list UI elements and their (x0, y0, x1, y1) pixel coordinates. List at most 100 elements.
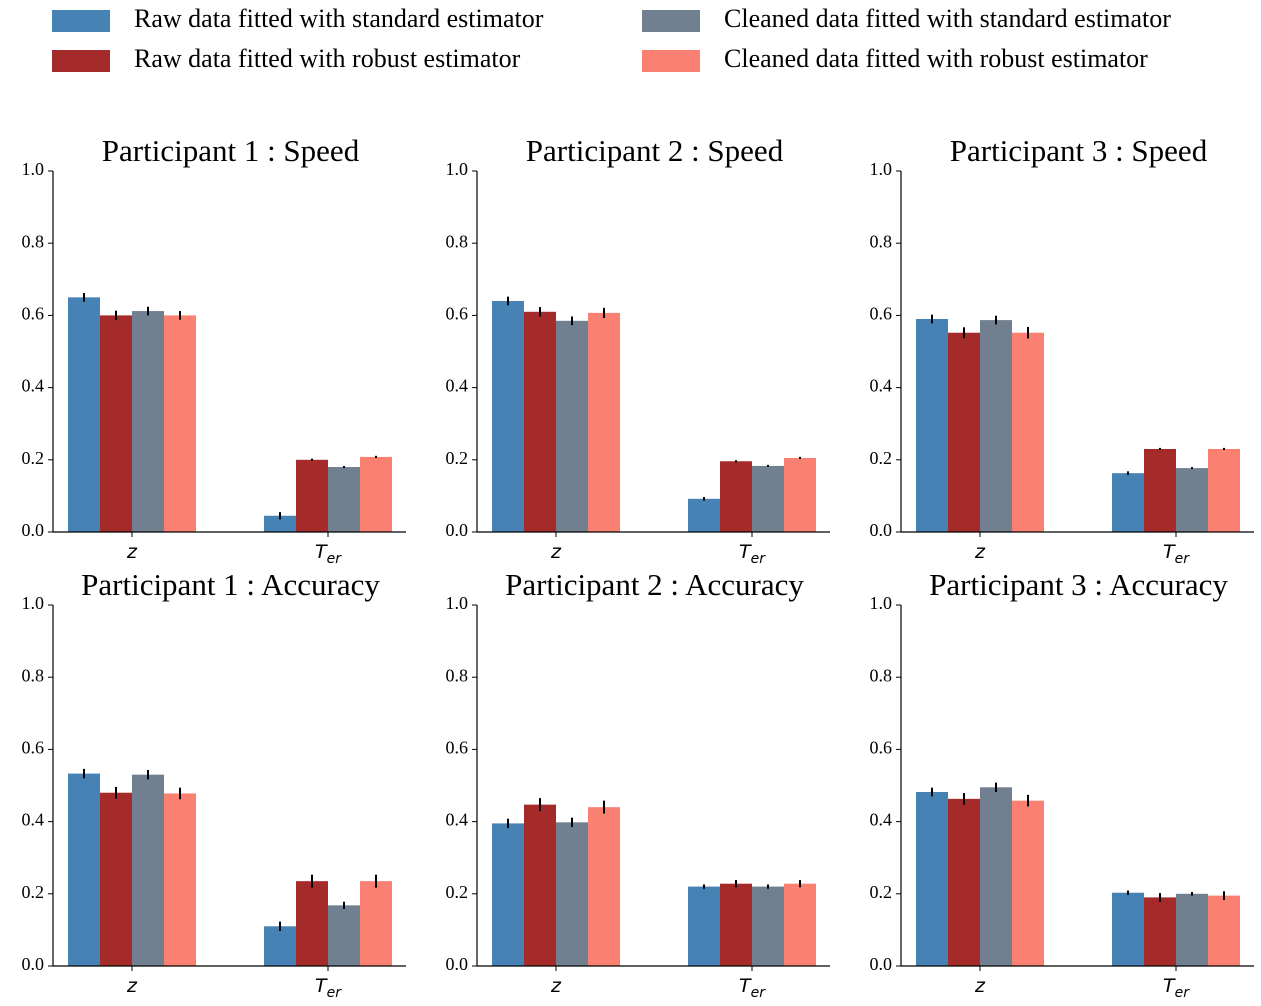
bar (556, 822, 588, 966)
bar (784, 457, 816, 532)
y-tick-label: 0.6 (870, 738, 893, 758)
chart-title: Participant 1 : Speed (102, 133, 360, 168)
bar (1112, 892, 1144, 966)
y-tick-label: 0.2 (870, 448, 893, 468)
legend-swatch (642, 10, 700, 32)
bar (132, 774, 164, 966)
x-tick-main: T (315, 975, 328, 997)
legend-label: Cleaned data fitted with robust estimato… (724, 44, 1148, 73)
x-tick-main: T (739, 975, 752, 997)
bar (588, 807, 620, 966)
y-tick-label: 0.8 (446, 665, 469, 685)
bar (1012, 800, 1044, 966)
x-tick-label: z (974, 541, 986, 563)
y-tick-label: 0.4 (22, 376, 45, 396)
bar (100, 315, 132, 532)
bar (164, 315, 196, 532)
x-tick-label: z (550, 541, 562, 563)
x-tick-sub: er (751, 551, 767, 567)
legend-swatch (52, 50, 110, 72)
y-tick-label: 1.0 (870, 593, 893, 613)
bar (1208, 895, 1240, 966)
y-tick-label: 1.0 (446, 159, 469, 179)
y-tick-label: 0.8 (22, 665, 45, 685)
y-tick-label: 0.0 (22, 954, 45, 974)
bar (916, 791, 948, 966)
y-tick-label: 0.2 (446, 882, 469, 902)
bar (492, 300, 524, 532)
bar (1144, 897, 1176, 966)
x-tick-label: z (126, 975, 138, 997)
bar (100, 792, 132, 966)
x-tick-label: Ter (1163, 975, 1190, 1001)
y-tick-label: 0.2 (22, 448, 45, 468)
legend-label: Raw data fitted with standard estimator (134, 4, 544, 33)
chart-title: Participant 2 : Speed (526, 133, 784, 168)
bar (68, 297, 100, 532)
bar (132, 311, 164, 532)
bar (1012, 332, 1044, 532)
y-tick-label: 0.8 (870, 665, 893, 685)
chart-title: Participant 3 : Speed (950, 133, 1208, 168)
bar (588, 312, 620, 532)
y-tick-label: 0.0 (870, 954, 893, 974)
y-tick-label: 0.0 (870, 520, 893, 540)
bar (720, 461, 752, 532)
y-tick-label: 0.0 (446, 954, 469, 974)
x-tick-label: z (974, 975, 986, 997)
chart-title: Participant 1 : Accuracy (81, 567, 380, 602)
x-tick-main: T (315, 541, 328, 563)
x-tick-sub: er (1175, 551, 1191, 567)
bar (752, 886, 784, 966)
x-tick-main: T (739, 541, 752, 563)
y-tick-label: 0.6 (22, 738, 45, 758)
y-tick-label: 0.4 (446, 376, 469, 396)
bar (164, 793, 196, 966)
x-tick-label: Ter (739, 541, 766, 567)
y-tick-label: 0.4 (446, 810, 469, 830)
x-tick-label: Ter (1163, 541, 1190, 567)
bar (1144, 448, 1176, 532)
legend-label: Raw data fitted with robust estimator (134, 44, 521, 73)
y-tick-label: 0.8 (22, 231, 45, 251)
y-tick-label: 0.6 (870, 304, 893, 324)
y-tick-label: 0.4 (870, 810, 893, 830)
x-tick-label: z (126, 541, 138, 563)
bar (1112, 473, 1144, 532)
y-tick-label: 1.0 (22, 593, 45, 613)
bar (360, 456, 392, 532)
bar (688, 498, 720, 532)
bar (296, 459, 328, 532)
y-tick-label: 0.6 (22, 304, 45, 324)
y-tick-label: 0.0 (22, 520, 45, 540)
x-tick-label: Ter (315, 541, 342, 567)
bar (980, 320, 1012, 532)
y-tick-label: 0.2 (446, 448, 469, 468)
y-tick-label: 1.0 (22, 159, 45, 179)
bar (524, 804, 556, 966)
chart-title: Participant 2 : Accuracy (505, 567, 804, 602)
x-tick-label: z (550, 975, 562, 997)
bar (264, 515, 296, 532)
bar (68, 773, 100, 966)
legend-swatch (642, 50, 700, 72)
bar (688, 886, 720, 966)
y-tick-label: 0.4 (22, 810, 45, 830)
bar (328, 905, 360, 966)
y-tick-label: 0.2 (22, 882, 45, 902)
y-tick-label: 1.0 (446, 593, 469, 613)
y-tick-label: 0.6 (446, 738, 469, 758)
chart-title: Participant 3 : Accuracy (929, 567, 1228, 602)
x-tick-sub: er (327, 985, 343, 1001)
x-tick-sub: er (327, 551, 343, 567)
bar (916, 319, 948, 532)
bar (1208, 448, 1240, 532)
x-tick-label: Ter (739, 975, 766, 1001)
bar (980, 787, 1012, 966)
x-tick-sub: er (1175, 985, 1191, 1001)
x-tick-sub: er (751, 985, 767, 1001)
x-tick-main: T (1163, 975, 1176, 997)
bar (524, 311, 556, 532)
bar (720, 883, 752, 966)
